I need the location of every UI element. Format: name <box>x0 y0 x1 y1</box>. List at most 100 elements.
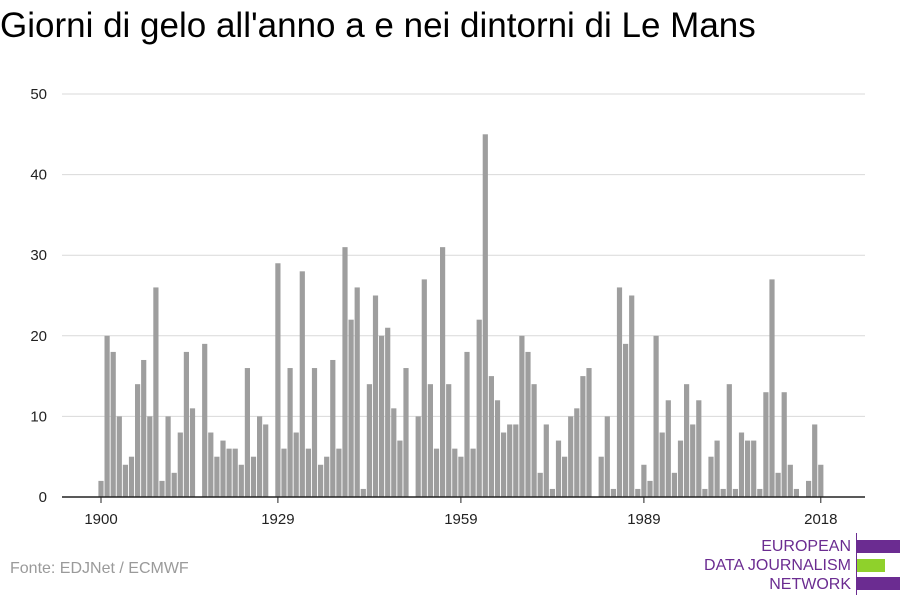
bar-2005[interactable] <box>738 432 745 497</box>
bar-2018[interactable] <box>818 464 824 497</box>
bar-1983[interactable] <box>604 416 610 497</box>
bar-1917[interactable] <box>202 343 208 497</box>
bar-1955[interactable] <box>433 448 440 497</box>
bar-1967[interactable] <box>507 424 513 497</box>
bar-1933[interactable] <box>299 271 305 497</box>
bar-1904[interactable] <box>122 464 128 497</box>
bar-1946[interactable] <box>379 335 385 497</box>
bar-2011[interactable] <box>775 472 781 497</box>
bar-1994[interactable] <box>671 472 677 497</box>
bar-1937[interactable] <box>324 456 330 497</box>
bar-1988[interactable] <box>635 488 641 497</box>
bar-1996[interactable] <box>684 384 690 497</box>
bar-1927[interactable] <box>263 424 269 497</box>
bar-1923[interactable] <box>238 464 244 497</box>
bar-1979[interactable] <box>580 376 586 497</box>
bar-1902[interactable] <box>110 351 116 497</box>
bar-1990[interactable] <box>647 480 653 497</box>
bar-2012[interactable] <box>781 392 787 497</box>
bar-1966[interactable] <box>501 432 507 497</box>
bar-1975[interactable] <box>555 440 562 497</box>
bar-2002[interactable] <box>720 488 726 497</box>
bar-1900[interactable] <box>98 480 104 497</box>
bar-2017[interactable] <box>812 424 818 497</box>
bar-2010[interactable] <box>769 279 775 497</box>
bar-1999[interactable] <box>702 488 708 497</box>
bar-1921[interactable] <box>226 448 232 497</box>
bar-1997[interactable] <box>690 424 696 497</box>
bar-1924[interactable] <box>244 368 250 497</box>
bar-2003[interactable] <box>726 384 732 497</box>
bar-2001[interactable] <box>714 440 720 497</box>
bar-1985[interactable] <box>616 287 623 497</box>
bar-1942[interactable] <box>354 287 360 497</box>
bar-1976[interactable] <box>562 456 568 497</box>
bar-1911[interactable] <box>165 416 171 497</box>
bar-1987[interactable] <box>629 295 635 498</box>
bar-2004[interactable] <box>732 488 738 497</box>
bar-1941[interactable] <box>348 319 354 497</box>
bar-1965[interactable] <box>494 400 501 497</box>
bar-1971[interactable] <box>531 384 537 497</box>
bar-1973[interactable] <box>543 424 549 497</box>
bar-2000[interactable] <box>708 456 714 497</box>
bar-1940[interactable] <box>342 247 348 497</box>
bar-1978[interactable] <box>574 408 580 497</box>
bar-1914[interactable] <box>183 351 189 497</box>
bar-1980[interactable] <box>586 368 592 497</box>
edjnet-logo[interactable]: EUROPEAN DATA JOURNALISM NETWORK <box>700 533 900 595</box>
bar-1974[interactable] <box>549 488 555 497</box>
bar-2016[interactable] <box>806 480 812 497</box>
bar-1915[interactable] <box>189 408 196 497</box>
bar-1925[interactable] <box>250 456 257 497</box>
bar-2009[interactable] <box>763 392 769 497</box>
bar-1977[interactable] <box>568 416 574 497</box>
bar-1984[interactable] <box>610 488 616 497</box>
bar-1949[interactable] <box>397 440 403 497</box>
bar-1991[interactable] <box>653 335 659 497</box>
bar-1982[interactable] <box>598 456 604 497</box>
bar-1956[interactable] <box>440 247 446 497</box>
bar-1926[interactable] <box>257 416 263 497</box>
bar-1944[interactable] <box>366 384 372 497</box>
bar-1938[interactable] <box>330 359 336 497</box>
bar-1909[interactable] <box>153 287 159 497</box>
bar-1948[interactable] <box>391 408 397 497</box>
bar-1961[interactable] <box>470 448 476 497</box>
bar-1932[interactable] <box>293 432 299 497</box>
bar-1964[interactable] <box>488 376 494 497</box>
bar-1950[interactable] <box>403 368 409 497</box>
bar-1920[interactable] <box>220 440 226 497</box>
bar-1972[interactable] <box>537 472 543 497</box>
bar-1970[interactable] <box>525 351 531 497</box>
bar-1954[interactable] <box>427 384 433 497</box>
bar-1968[interactable] <box>513 424 519 497</box>
bar-1957[interactable] <box>446 384 452 497</box>
bar-1906[interactable] <box>135 384 141 497</box>
bar-1959[interactable] <box>458 456 464 497</box>
bar-2007[interactable] <box>751 440 757 497</box>
bar-2006[interactable] <box>745 440 751 497</box>
bar-1943[interactable] <box>360 488 366 497</box>
bar-1962[interactable] <box>476 319 482 497</box>
bar-1939[interactable] <box>336 448 342 497</box>
bar-1998[interactable] <box>696 400 702 497</box>
bar-1992[interactable] <box>659 432 665 497</box>
bar-1901[interactable] <box>104 335 110 497</box>
bar-1989[interactable] <box>641 464 647 497</box>
bar-1953[interactable] <box>421 279 427 497</box>
bar-1908[interactable] <box>147 416 153 497</box>
bar-1912[interactable] <box>171 472 177 497</box>
bar-1905[interactable] <box>128 456 135 497</box>
bar-1963[interactable] <box>482 134 488 498</box>
bar-1935[interactable] <box>311 368 318 497</box>
bar-1934[interactable] <box>305 448 311 497</box>
bar-1918[interactable] <box>208 432 214 497</box>
bar-2013[interactable] <box>787 464 793 497</box>
bar-1922[interactable] <box>232 448 238 497</box>
bar-1907[interactable] <box>141 359 147 497</box>
bar-1952[interactable] <box>415 416 421 497</box>
bar-1945[interactable] <box>372 295 379 498</box>
bar-1910[interactable] <box>159 480 165 497</box>
bar-1960[interactable] <box>464 351 470 497</box>
